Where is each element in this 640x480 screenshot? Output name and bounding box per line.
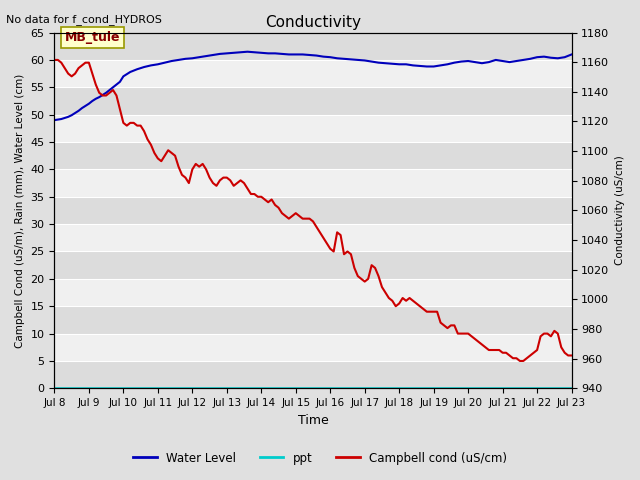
Title: Conductivity: Conductivity <box>265 15 361 30</box>
Bar <box>54 197 572 224</box>
Legend: Water Level, ppt, Campbell cond (uS/cm): Water Level, ppt, Campbell cond (uS/cm) <box>128 447 512 469</box>
Bar <box>54 60 572 87</box>
Text: No data for f_cond_HYDROS: No data for f_cond_HYDROS <box>6 14 163 25</box>
Bar <box>54 115 572 142</box>
Bar <box>54 279 572 306</box>
Bar <box>54 33 572 60</box>
Text: MB_tule: MB_tule <box>65 31 120 44</box>
Bar <box>54 87 572 115</box>
Y-axis label: Conductivity (uS/cm): Conductivity (uS/cm) <box>615 156 625 265</box>
X-axis label: Time: Time <box>298 414 328 427</box>
Bar <box>54 361 572 388</box>
Bar <box>54 224 572 252</box>
Bar <box>54 142 572 169</box>
Bar <box>54 334 572 361</box>
Bar <box>54 306 572 334</box>
Bar <box>54 252 572 279</box>
Bar <box>54 169 572 197</box>
Y-axis label: Campbell Cond (uS/m), Rain (mm), Water Level (cm): Campbell Cond (uS/m), Rain (mm), Water L… <box>15 73 25 348</box>
